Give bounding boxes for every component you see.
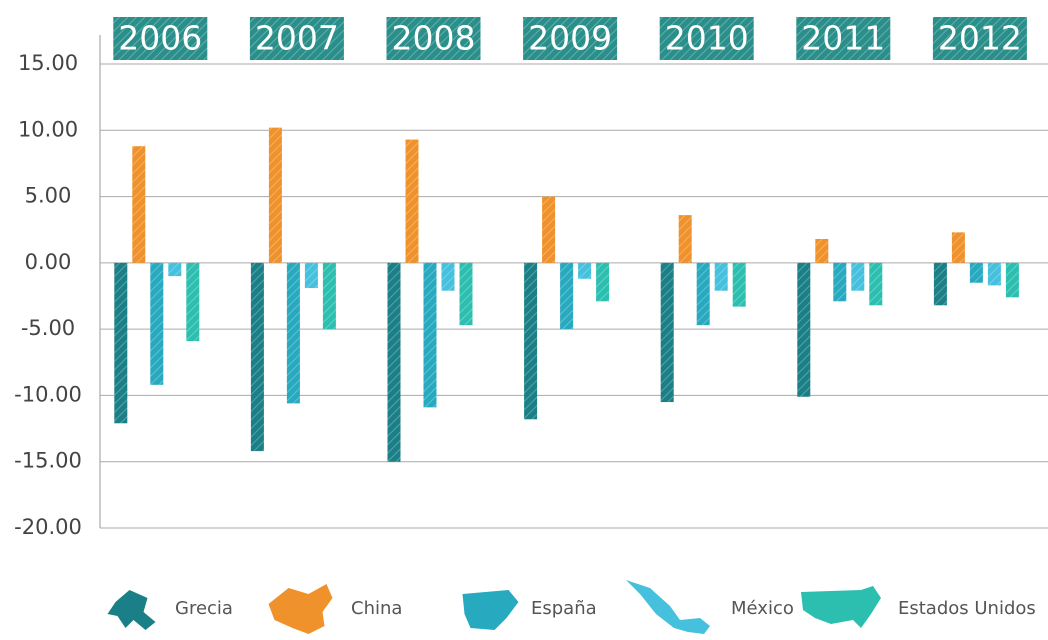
bar-hatch (542, 196, 556, 263)
bar-hatch (732, 262, 746, 307)
bar-hatch (815, 238, 829, 263)
legend-icon (801, 586, 881, 628)
year-box-hatch (113, 17, 208, 60)
x-tick-label: 2006 (118, 19, 202, 58)
year-box-hatch (249, 17, 344, 60)
x-tick-label: 2012 (938, 19, 1022, 58)
bar-hatch (696, 262, 710, 326)
bar-hatch (459, 262, 473, 326)
bar-hatch (405, 139, 419, 263)
legend-label: Grecia (175, 598, 233, 619)
bar-hatch (933, 262, 947, 306)
y-tick-label: 15.00 (18, 51, 78, 75)
bar-hatch (969, 262, 983, 283)
bar-hatch (168, 262, 182, 277)
year-box-hatch (386, 17, 481, 60)
bar-hatch (578, 262, 592, 279)
x-tick-label: 2007 (255, 19, 339, 58)
bar-hatch (268, 127, 282, 263)
year-box-hatch (796, 17, 891, 60)
y-tick-label: -15.00 (14, 449, 82, 473)
y-tick-label: -10.00 (14, 382, 82, 406)
bar-hatch (797, 262, 811, 397)
bar-hatch (833, 262, 847, 302)
x-tick-label: 2010 (665, 19, 749, 58)
bar-hatch (114, 262, 128, 424)
bar-hatch (286, 262, 300, 404)
bar-hatch (132, 146, 146, 263)
bar-hatch (304, 262, 318, 289)
bar-hatch (186, 262, 200, 342)
bar-hatch (851, 262, 865, 291)
y-tick-label: 0.00 (25, 250, 72, 274)
x-tick-label: 2008 (392, 19, 476, 58)
x-tick-label: 2011 (801, 19, 885, 58)
y-tick-label: 10.00 (18, 117, 78, 141)
year-box-hatch (932, 17, 1027, 60)
legend-icon (268, 584, 333, 634)
bar-hatch (150, 262, 164, 385)
bar-hatch (524, 262, 538, 420)
legend-label: Estados Unidos (898, 598, 1036, 619)
bar-hatch (322, 262, 336, 330)
year-box-hatch (523, 17, 618, 60)
legend-label: China (351, 598, 402, 619)
y-tick-label: -20.00 (14, 515, 82, 539)
y-tick-label: -5.00 (21, 316, 75, 340)
bar-hatch (714, 262, 728, 291)
legend-icon (626, 580, 710, 634)
bar-hatch (387, 262, 401, 462)
x-tick-label: 2009 (528, 19, 612, 58)
bar-hatch (951, 232, 965, 263)
legend-label: España (531, 598, 597, 619)
bar-hatch (441, 262, 455, 291)
bar-hatch (1005, 262, 1019, 298)
bar-hatch (678, 215, 692, 263)
bar-hatch (596, 262, 610, 302)
bar-hatch (869, 262, 883, 306)
bar-hatch (660, 262, 674, 403)
bar-hatch (560, 262, 574, 330)
legend-icon (107, 590, 156, 630)
legend-label: México (731, 598, 794, 619)
bar-hatch (250, 262, 264, 452)
bar-hatch (987, 262, 1001, 286)
year-box-hatch (659, 17, 754, 60)
y-tick-label: 5.00 (25, 184, 72, 208)
bar-hatch (423, 262, 437, 408)
legend-icon (462, 590, 519, 630)
